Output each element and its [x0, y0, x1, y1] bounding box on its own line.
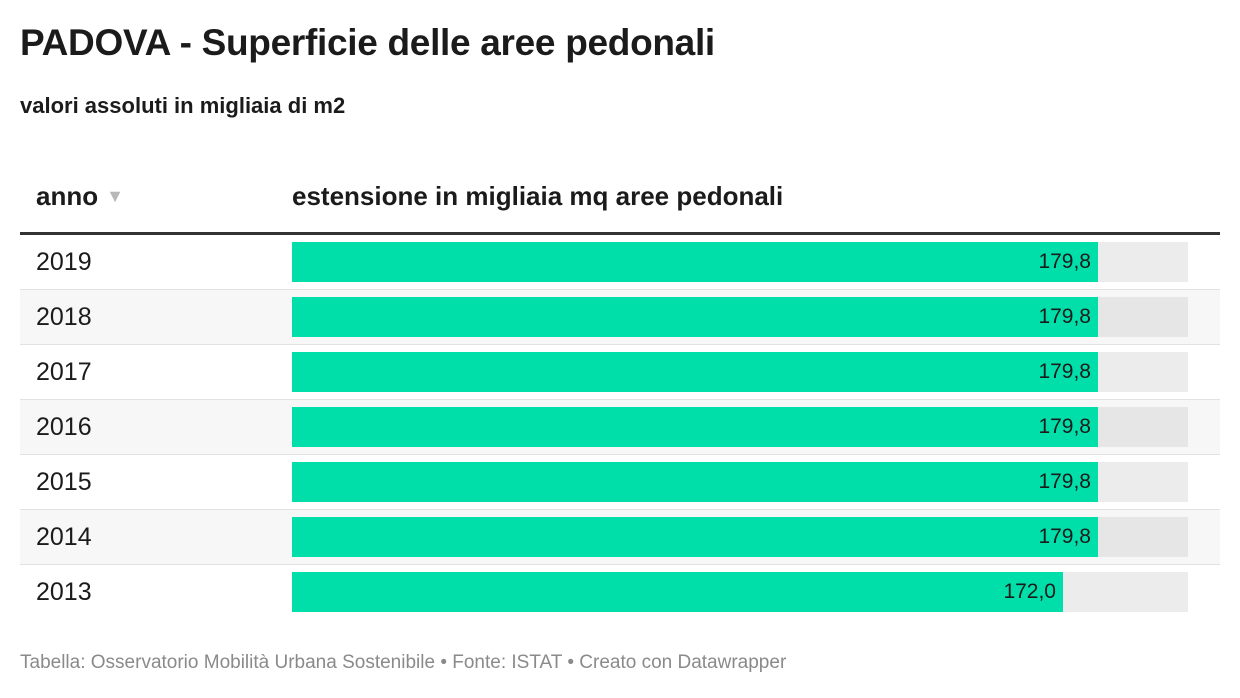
bar-track: 179,8 [292, 517, 1188, 557]
bar-value-label: 179,8 [1038, 470, 1091, 493]
bar: 179,8 [292, 297, 1098, 337]
column-header-value[interactable]: estensione in migliaia mq aree pedonali [292, 181, 784, 211]
bar-value-label: 179,8 [1038, 360, 1091, 383]
table-row: 2017 179,8 [20, 345, 1220, 400]
bar-track: 172,0 [292, 572, 1188, 612]
bar: 179,8 [292, 462, 1098, 502]
table-row: 2013 172,0 [20, 565, 1220, 619]
year-cell: 2014 [36, 523, 92, 551]
table-row: 2019 179,8 [20, 235, 1220, 290]
bar-value-label: 179,8 [1038, 305, 1091, 328]
bar-track: 179,8 [292, 242, 1188, 282]
table-body: 2019 179,8 2018 179,8 2017 179,8 2016 179,8 2015… [20, 235, 1220, 619]
year-cell: 2018 [36, 303, 92, 331]
bar-value-label: 172,0 [1003, 580, 1056, 603]
column-header-year[interactable]: anno ▼ [36, 181, 124, 212]
bar: 179,8 [292, 352, 1098, 392]
bar: 172,0 [292, 572, 1063, 612]
table-row: 2015 179,8 [20, 455, 1220, 510]
year-cell: 2017 [36, 358, 92, 386]
bar-value-label: 179,8 [1038, 415, 1091, 438]
chart-subtitle: valori assoluti in migliaia di m2 [20, 93, 346, 118]
year-cell: 2016 [36, 413, 92, 441]
footer-credits: Tabella: Osservatorio Mobilità Urbana So… [20, 652, 787, 673]
year-cell: 2019 [36, 248, 92, 276]
bar-track: 179,8 [292, 462, 1188, 502]
bar-track: 179,8 [292, 352, 1188, 392]
bar-track: 179,8 [292, 297, 1188, 337]
chart-title: PADOVA - Superficie delle aree pedonali [20, 22, 715, 63]
table-header: anno ▼ estensione in migliaia mq aree ped… [20, 166, 1220, 235]
year-cell: 2013 [36, 578, 92, 606]
sort-descending-icon[interactable]: ▼ [106, 186, 124, 206]
bar-track: 179,8 [292, 407, 1188, 447]
table-row: 2018 179,8 [20, 290, 1220, 345]
bar: 179,8 [292, 242, 1098, 282]
table-row: 2016 179,8 [20, 400, 1220, 455]
bar-value-label: 179,8 [1038, 250, 1091, 273]
data-table: anno ▼ estensione in migliaia mq aree ped… [20, 166, 1220, 619]
table-row: 2014 179,8 [20, 510, 1220, 565]
year-cell: 2015 [36, 468, 92, 496]
bar: 179,8 [292, 517, 1098, 557]
bar: 179,8 [292, 407, 1098, 447]
bar-value-label: 179,8 [1038, 525, 1091, 548]
column-header-year-label: anno [36, 181, 99, 211]
